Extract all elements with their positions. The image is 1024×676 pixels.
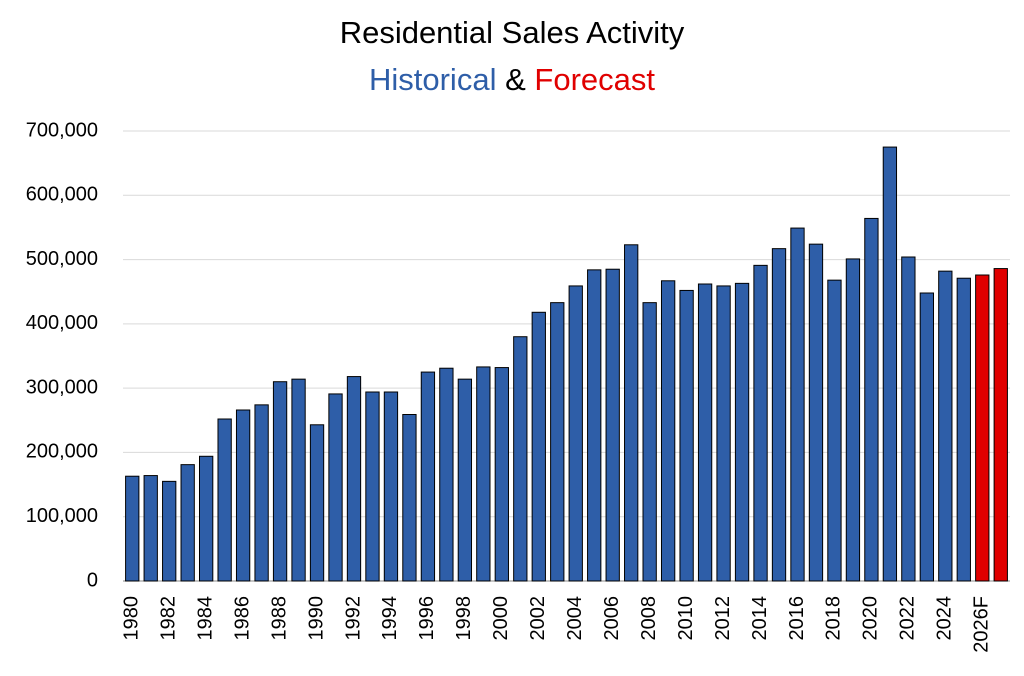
bar: [790, 227, 805, 582]
bar: [531, 311, 546, 582]
bar: [624, 244, 639, 582]
bar: [771, 248, 787, 582]
x-tick-label: 1984: [194, 596, 216, 641]
x-tick-label: 2008: [638, 596, 660, 641]
bar: [568, 285, 583, 582]
bar: [494, 367, 509, 582]
bar: [383, 391, 399, 582]
x-tick-label: 1986: [231, 596, 253, 641]
bar: [420, 371, 436, 582]
x-tick-label: 2018: [823, 596, 845, 641]
bar: [716, 285, 731, 582]
bar: [550, 302, 565, 582]
y-tick-label: 400,000: [26, 312, 98, 334]
x-tick-label: 2020: [860, 596, 882, 641]
bar: [882, 146, 898, 582]
x-tick-label: 2014: [749, 596, 771, 641]
y-tick-label: 200,000: [26, 441, 98, 463]
chart-title: Residential Sales Activity: [340, 15, 685, 50]
bar: [143, 475, 158, 582]
bar: [235, 409, 251, 582]
bar: [254, 404, 269, 582]
x-tick-label: 2024: [934, 596, 956, 641]
bar: [993, 268, 1008, 582]
x-tick-label: 1996: [416, 596, 438, 641]
x-tick-label: 2004: [564, 596, 586, 641]
bar: [975, 274, 990, 582]
bar: [938, 270, 953, 582]
x-tick-label: 1992: [342, 596, 364, 641]
bar: [808, 243, 824, 582]
bar: [919, 292, 934, 582]
bar: [827, 279, 842, 582]
bar: [272, 381, 288, 582]
bar: [365, 391, 380, 582]
bar: [864, 217, 879, 582]
y-tick-label: 700,000: [26, 119, 98, 141]
bar: [660, 280, 676, 582]
y-tick-label: 0: [87, 569, 98, 591]
bar: [476, 366, 491, 582]
bar: [309, 424, 325, 582]
bar: [217, 418, 232, 582]
x-tick-label: 1998: [453, 596, 475, 641]
subtitle-part: &: [505, 62, 526, 97]
subtitle-part: Forecast: [534, 62, 655, 97]
bar: [162, 480, 177, 582]
x-tick-label: 2026F: [971, 596, 993, 653]
bar: [439, 367, 454, 582]
x-tick-label: 2002: [527, 596, 549, 641]
x-tick-label: 2012: [712, 596, 734, 641]
y-tick-label: 500,000: [26, 248, 98, 270]
bar: [513, 336, 528, 582]
bar: [587, 269, 602, 582]
bar: [734, 282, 750, 582]
x-tick-label: 1982: [157, 596, 179, 641]
x-tick-label: 2016: [786, 596, 808, 641]
x-tick-label: 2022: [897, 596, 919, 641]
bar: [845, 258, 861, 582]
x-tick-label: 1980: [121, 596, 143, 641]
y-tick-label: 100,000: [26, 505, 98, 527]
bar: [605, 268, 620, 582]
bar: [457, 378, 473, 582]
bar: [697, 283, 713, 582]
subtitle-part: Historical: [369, 62, 496, 97]
bar: [125, 475, 140, 582]
bar: [901, 256, 916, 582]
y-tick-label: 300,000: [26, 376, 98, 398]
x-tick-label: 2000: [490, 596, 512, 641]
x-tick-label: 2010: [675, 596, 697, 641]
bar: [956, 277, 971, 582]
bar: [199, 455, 214, 582]
x-tick-label: 1988: [268, 596, 290, 641]
bar: [328, 393, 343, 582]
bar: [180, 464, 195, 582]
bar: [679, 289, 694, 582]
y-tick-label: 600,000: [26, 184, 98, 206]
bar: [346, 376, 362, 582]
chart-subtitle: Historical & Forecast: [369, 62, 655, 97]
bar: [753, 264, 768, 582]
bar: [291, 378, 306, 582]
bar: [402, 414, 417, 582]
x-tick-label: 1990: [305, 596, 327, 641]
bar: [642, 302, 657, 582]
x-tick-label: 2006: [601, 596, 623, 641]
x-tick-label: 1994: [379, 596, 401, 641]
